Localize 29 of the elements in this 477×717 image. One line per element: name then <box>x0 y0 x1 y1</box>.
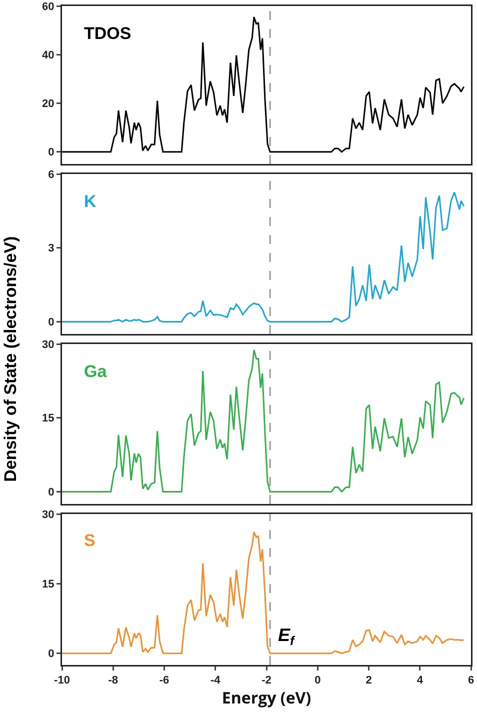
y-tick-label: 6 <box>48 168 54 181</box>
y-tick-label: 0 <box>48 146 54 159</box>
x-tick-label: 4 <box>416 674 424 687</box>
y-tick-label: 60 <box>42 0 54 13</box>
text: S <box>84 531 96 550</box>
text: Ga <box>84 362 108 381</box>
y-tick-label: 30 <box>42 338 54 351</box>
x-tick-label: 2 <box>366 674 372 687</box>
x-tick-label: 0 <box>314 674 321 687</box>
x-tick-label: -10 <box>54 674 70 687</box>
x-tick-label: -6 <box>159 674 170 687</box>
ref-line-label: E$_{f}$ <box>278 625 296 648</box>
y-tick-label: 40 <box>42 49 54 62</box>
y-tick-label: 15 <box>42 578 54 591</box>
y-tick-label: 30 <box>42 508 54 521</box>
y-tick-label: 0 <box>48 316 54 329</box>
x-axis-title: Energy (eV) <box>222 686 312 709</box>
x-tick-label: -8 <box>108 674 118 687</box>
x-tick-label: -2 <box>262 674 272 687</box>
x-tick-label: -4 <box>210 674 222 687</box>
y-tick-label: 20 <box>42 98 54 110</box>
y-axis-title: Density of State (electrons/eV) <box>1 236 21 482</box>
y-tick-label: 0 <box>48 648 54 660</box>
y-tick-label: 0 <box>48 486 54 499</box>
y-tick-label: 15 <box>42 412 54 425</box>
x-tick-label: 6 <box>468 674 474 687</box>
text: TDOS <box>84 24 132 43</box>
y-tick-label: 3 <box>48 242 54 255</box>
text: K <box>84 192 97 211</box>
